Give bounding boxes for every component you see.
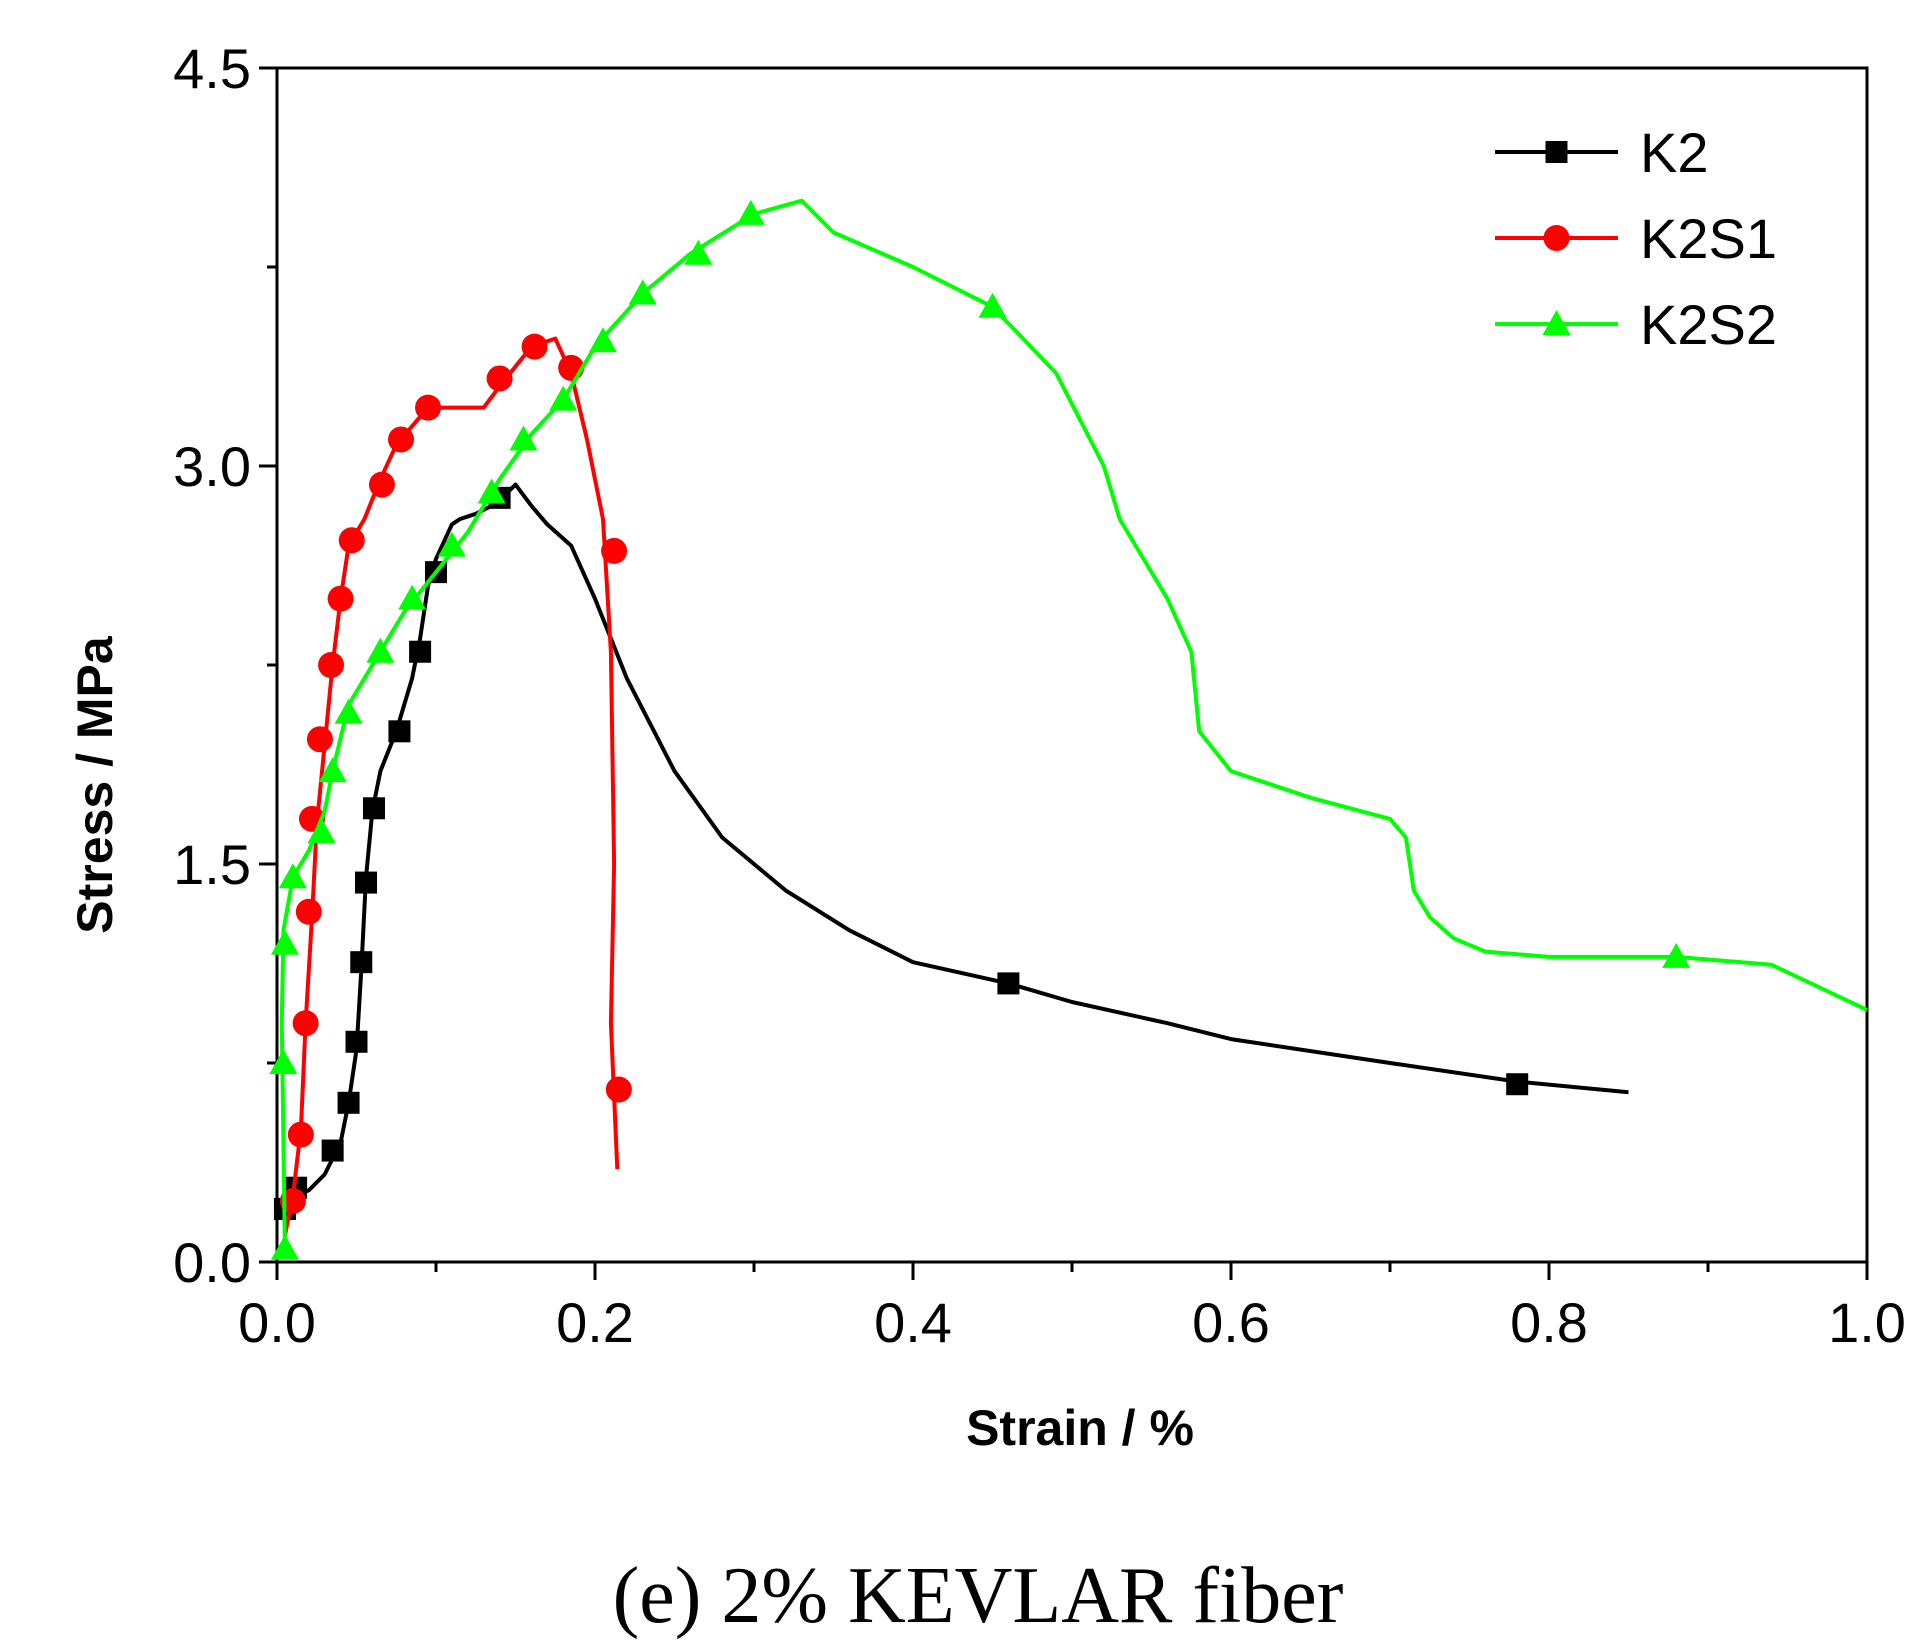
data-point	[415, 394, 442, 421]
data-point	[345, 1030, 368, 1053]
data-point	[318, 757, 347, 783]
x-tick-label: 0.8	[1510, 1291, 1588, 1354]
series-k2	[273, 482, 1629, 1220]
data-point	[270, 929, 299, 955]
figure-caption: (e) 2% KEVLAR fiber	[613, 1552, 1344, 1640]
series-line	[279, 198, 1868, 1249]
y-tick-label: 3.0	[173, 435, 251, 498]
x-tick-label: 0.0	[238, 1291, 316, 1354]
data-point	[409, 640, 432, 663]
data-point	[509, 425, 538, 451]
data-point	[295, 898, 322, 925]
plot-area	[269, 198, 1868, 1260]
data-point	[307, 818, 336, 844]
x-tick-label: 1.0	[1828, 1291, 1906, 1354]
data-point	[601, 537, 628, 564]
data-point	[549, 385, 578, 411]
x-tick-label: 0.6	[1192, 1291, 1270, 1354]
data-point	[997, 972, 1020, 995]
data-point	[388, 720, 411, 743]
plot-frame	[275, 66, 1869, 1264]
x-axis-title: Strain / %	[966, 1400, 1194, 1456]
data-point	[388, 426, 415, 453]
data-point	[334, 698, 363, 724]
series-line	[283, 482, 1629, 1210]
data-point	[1662, 942, 1691, 968]
legend-item: K2	[1495, 121, 1709, 184]
data-point	[477, 478, 506, 504]
legend-marker	[1543, 225, 1570, 251]
data-point	[1506, 1073, 1529, 1096]
data-point	[605, 1076, 632, 1103]
data-point	[318, 652, 345, 678]
data-point	[327, 585, 354, 612]
x-tick-label: 0.4	[874, 1291, 952, 1354]
data-point	[398, 584, 427, 610]
legend-label: K2	[1640, 121, 1709, 184]
data-point	[350, 951, 373, 974]
data-point	[338, 527, 365, 554]
data-point	[437, 531, 466, 557]
data-point	[628, 279, 657, 305]
legend-label: K2S2	[1640, 293, 1777, 356]
x-tick-label: 0.2	[556, 1291, 634, 1354]
data-point	[279, 1187, 306, 1214]
legend: K2 K2S1 K2S2	[1495, 121, 1777, 356]
data-point	[362, 797, 385, 820]
legend-marker	[1545, 141, 1568, 163]
data-point	[306, 726, 333, 753]
legend-item: K2S1	[1495, 207, 1777, 270]
legend-marker	[1542, 310, 1571, 335]
axes: 0.0 0.2 0.4 0.6 0.8 1.0 0.0 1.5 3.0 4.5	[173, 37, 1906, 1354]
legend-label: K2S1	[1640, 207, 1777, 270]
data-point	[486, 365, 513, 392]
data-point	[736, 199, 765, 225]
y-tick-label: 0.0	[173, 1231, 251, 1294]
data-point	[270, 1234, 299, 1260]
data-point	[368, 471, 395, 498]
data-point	[337, 1091, 360, 1114]
legend-item: K2S2	[1495, 293, 1777, 356]
data-point	[684, 239, 713, 265]
data-point	[278, 863, 307, 889]
data-point	[521, 333, 548, 360]
y-axis-title: Stress / MPa	[67, 635, 123, 934]
y-tick-label: 1.5	[173, 833, 251, 896]
data-point	[366, 637, 395, 663]
series-k2s2	[269, 198, 1868, 1260]
data-point	[321, 1139, 344, 1162]
data-point	[287, 1121, 314, 1148]
data-point	[588, 327, 617, 353]
series-k2s1	[279, 333, 632, 1236]
data-point	[355, 871, 378, 894]
series-line	[282, 336, 620, 1236]
data-point	[978, 292, 1007, 318]
data-point	[269, 1049, 298, 1074]
data-point	[292, 1010, 319, 1037]
y-tick-label: 4.5	[173, 37, 251, 100]
